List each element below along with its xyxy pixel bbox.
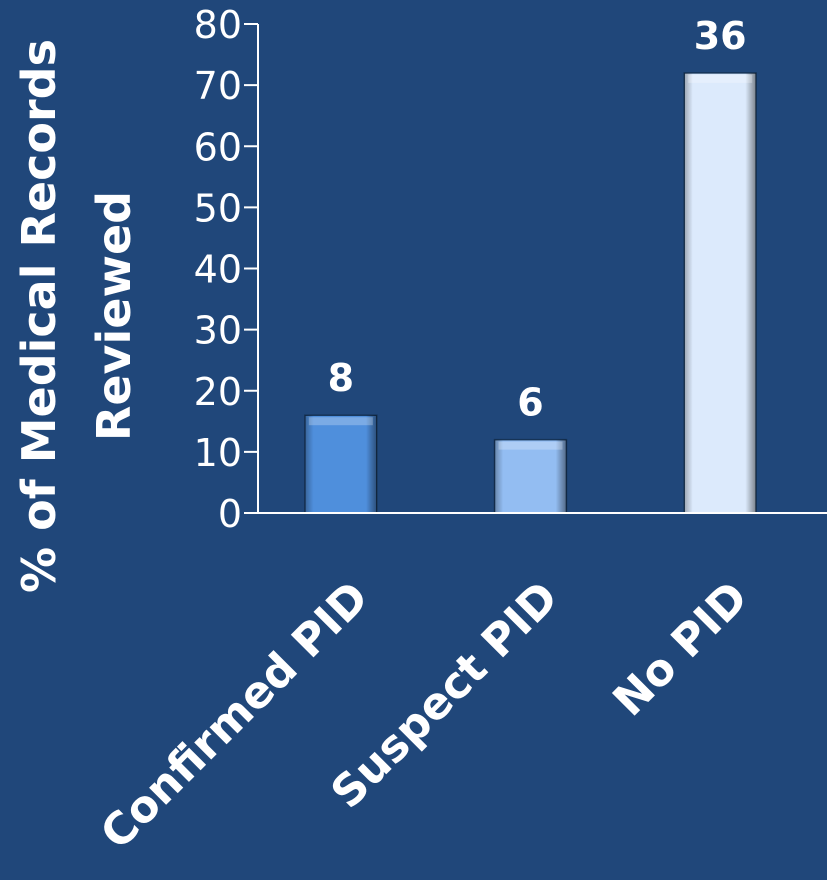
y-axis-title: % of Medical Records Reviewed bbox=[12, 39, 141, 593]
category-label: No PID bbox=[603, 572, 758, 727]
bar-highlight bbox=[688, 74, 753, 83]
bar-highlight bbox=[308, 417, 373, 426]
y-axis: 0 10 20 30 40 50 60 70 80 bbox=[194, 3, 258, 536]
y-tick-label: 50 bbox=[194, 186, 242, 230]
bars bbox=[304, 72, 757, 514]
y-tick-label: 40 bbox=[194, 248, 242, 292]
y-axis-title-line-1: % of Medical Records bbox=[12, 39, 66, 593]
y-tick-label: 30 bbox=[194, 309, 242, 353]
y-tick-label: 0 bbox=[218, 492, 242, 536]
category-label: Confirmed PID bbox=[91, 572, 379, 860]
y-tick-label: 80 bbox=[194, 3, 242, 47]
data-label: 8 bbox=[328, 356, 354, 400]
y-tick-label: 10 bbox=[194, 431, 242, 475]
bar bbox=[683, 72, 757, 514]
y-axis-title-line-2: Reviewed bbox=[87, 191, 141, 441]
data-labels: 8 6 36 bbox=[328, 14, 747, 425]
data-label: 36 bbox=[694, 14, 747, 58]
y-tick-label: 20 bbox=[194, 370, 242, 414]
y-tick-label: 70 bbox=[194, 64, 242, 108]
y-tick-label: 60 bbox=[194, 125, 242, 169]
bar bbox=[493, 438, 568, 514]
data-label: 6 bbox=[517, 381, 543, 425]
bar bbox=[304, 414, 378, 514]
bar-shading bbox=[304, 415, 377, 513]
bar-highlight bbox=[498, 441, 563, 450]
bar-shading bbox=[494, 439, 567, 513]
bar-shading bbox=[684, 72, 757, 514]
